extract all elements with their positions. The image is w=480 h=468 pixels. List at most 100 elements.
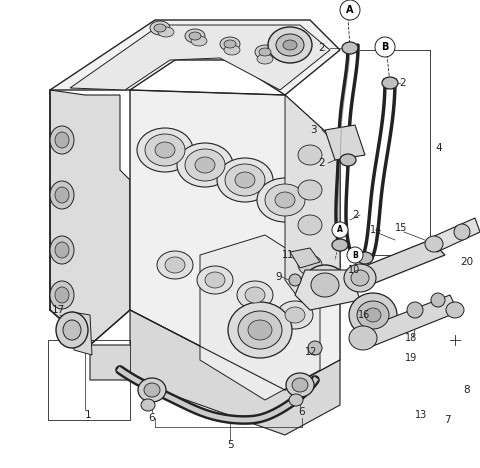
Ellipse shape bbox=[137, 128, 193, 172]
Ellipse shape bbox=[298, 145, 322, 165]
Ellipse shape bbox=[285, 307, 305, 323]
Text: 9: 9 bbox=[275, 272, 282, 282]
Ellipse shape bbox=[446, 302, 464, 318]
Text: B: B bbox=[352, 250, 358, 259]
Polygon shape bbox=[355, 240, 445, 285]
Ellipse shape bbox=[277, 301, 313, 329]
Text: 2: 2 bbox=[352, 210, 359, 220]
Ellipse shape bbox=[228, 302, 292, 358]
Polygon shape bbox=[70, 25, 330, 90]
Text: 16: 16 bbox=[358, 310, 370, 320]
Ellipse shape bbox=[235, 172, 255, 188]
Ellipse shape bbox=[407, 302, 423, 318]
Ellipse shape bbox=[225, 164, 265, 196]
Ellipse shape bbox=[303, 265, 347, 305]
Ellipse shape bbox=[185, 149, 225, 181]
Text: 17: 17 bbox=[52, 305, 65, 315]
Polygon shape bbox=[430, 218, 480, 252]
Ellipse shape bbox=[289, 394, 303, 406]
Ellipse shape bbox=[144, 383, 160, 397]
Ellipse shape bbox=[189, 32, 201, 40]
Text: 2: 2 bbox=[318, 43, 324, 53]
Ellipse shape bbox=[365, 308, 381, 322]
Text: 19: 19 bbox=[405, 353, 417, 363]
Ellipse shape bbox=[56, 312, 88, 348]
Ellipse shape bbox=[50, 281, 74, 309]
Text: 3: 3 bbox=[310, 125, 317, 135]
Text: 14: 14 bbox=[370, 225, 382, 235]
Ellipse shape bbox=[292, 378, 308, 392]
Ellipse shape bbox=[311, 273, 339, 297]
Ellipse shape bbox=[145, 134, 185, 166]
Ellipse shape bbox=[158, 27, 174, 37]
Ellipse shape bbox=[224, 40, 236, 48]
Ellipse shape bbox=[55, 287, 69, 303]
Text: A: A bbox=[346, 5, 354, 15]
Ellipse shape bbox=[283, 40, 297, 50]
Ellipse shape bbox=[50, 126, 74, 154]
Text: 7: 7 bbox=[444, 415, 451, 425]
Circle shape bbox=[347, 247, 363, 263]
Ellipse shape bbox=[298, 180, 322, 200]
Ellipse shape bbox=[257, 54, 273, 64]
Text: 1: 1 bbox=[85, 410, 92, 420]
Ellipse shape bbox=[298, 215, 322, 235]
Text: 8: 8 bbox=[463, 385, 469, 395]
Text: 6: 6 bbox=[298, 407, 305, 417]
Ellipse shape bbox=[276, 34, 304, 56]
Ellipse shape bbox=[259, 48, 271, 56]
Ellipse shape bbox=[289, 274, 301, 286]
Polygon shape bbox=[130, 90, 340, 390]
Ellipse shape bbox=[50, 236, 74, 264]
Ellipse shape bbox=[286, 373, 314, 397]
Ellipse shape bbox=[342, 42, 358, 54]
Ellipse shape bbox=[349, 293, 397, 337]
Polygon shape bbox=[200, 235, 320, 400]
Ellipse shape bbox=[308, 341, 322, 355]
Text: 15: 15 bbox=[395, 223, 408, 233]
Ellipse shape bbox=[454, 224, 470, 240]
Text: A: A bbox=[337, 226, 343, 234]
Ellipse shape bbox=[205, 272, 225, 288]
Ellipse shape bbox=[431, 293, 445, 307]
Text: 13: 13 bbox=[415, 410, 427, 420]
Ellipse shape bbox=[237, 281, 273, 309]
Ellipse shape bbox=[349, 326, 377, 350]
Ellipse shape bbox=[245, 287, 265, 303]
Circle shape bbox=[375, 37, 395, 57]
Ellipse shape bbox=[141, 399, 155, 411]
Ellipse shape bbox=[154, 24, 166, 32]
Ellipse shape bbox=[55, 132, 69, 148]
Polygon shape bbox=[72, 312, 92, 355]
Text: 20: 20 bbox=[460, 257, 473, 267]
Text: 2: 2 bbox=[318, 158, 324, 168]
Ellipse shape bbox=[332, 239, 348, 251]
Ellipse shape bbox=[185, 29, 205, 43]
Text: B: B bbox=[381, 42, 389, 52]
Ellipse shape bbox=[177, 143, 233, 187]
Ellipse shape bbox=[344, 264, 376, 292]
Ellipse shape bbox=[268, 27, 312, 63]
Ellipse shape bbox=[248, 320, 272, 340]
Text: 11: 11 bbox=[282, 250, 294, 260]
Ellipse shape bbox=[238, 311, 282, 349]
Polygon shape bbox=[295, 270, 360, 310]
Polygon shape bbox=[50, 20, 340, 95]
Polygon shape bbox=[50, 90, 130, 345]
Text: 12: 12 bbox=[305, 347, 317, 357]
Ellipse shape bbox=[220, 37, 240, 51]
Ellipse shape bbox=[357, 252, 373, 264]
Circle shape bbox=[340, 0, 360, 20]
Ellipse shape bbox=[55, 242, 69, 258]
Polygon shape bbox=[90, 310, 340, 435]
Ellipse shape bbox=[275, 192, 295, 208]
Ellipse shape bbox=[63, 320, 81, 340]
Ellipse shape bbox=[50, 181, 74, 209]
Polygon shape bbox=[285, 95, 340, 300]
Ellipse shape bbox=[257, 178, 313, 222]
Polygon shape bbox=[360, 295, 458, 348]
Text: 4: 4 bbox=[435, 143, 442, 153]
Text: 2: 2 bbox=[399, 78, 406, 88]
Ellipse shape bbox=[265, 184, 305, 216]
Ellipse shape bbox=[157, 251, 193, 279]
